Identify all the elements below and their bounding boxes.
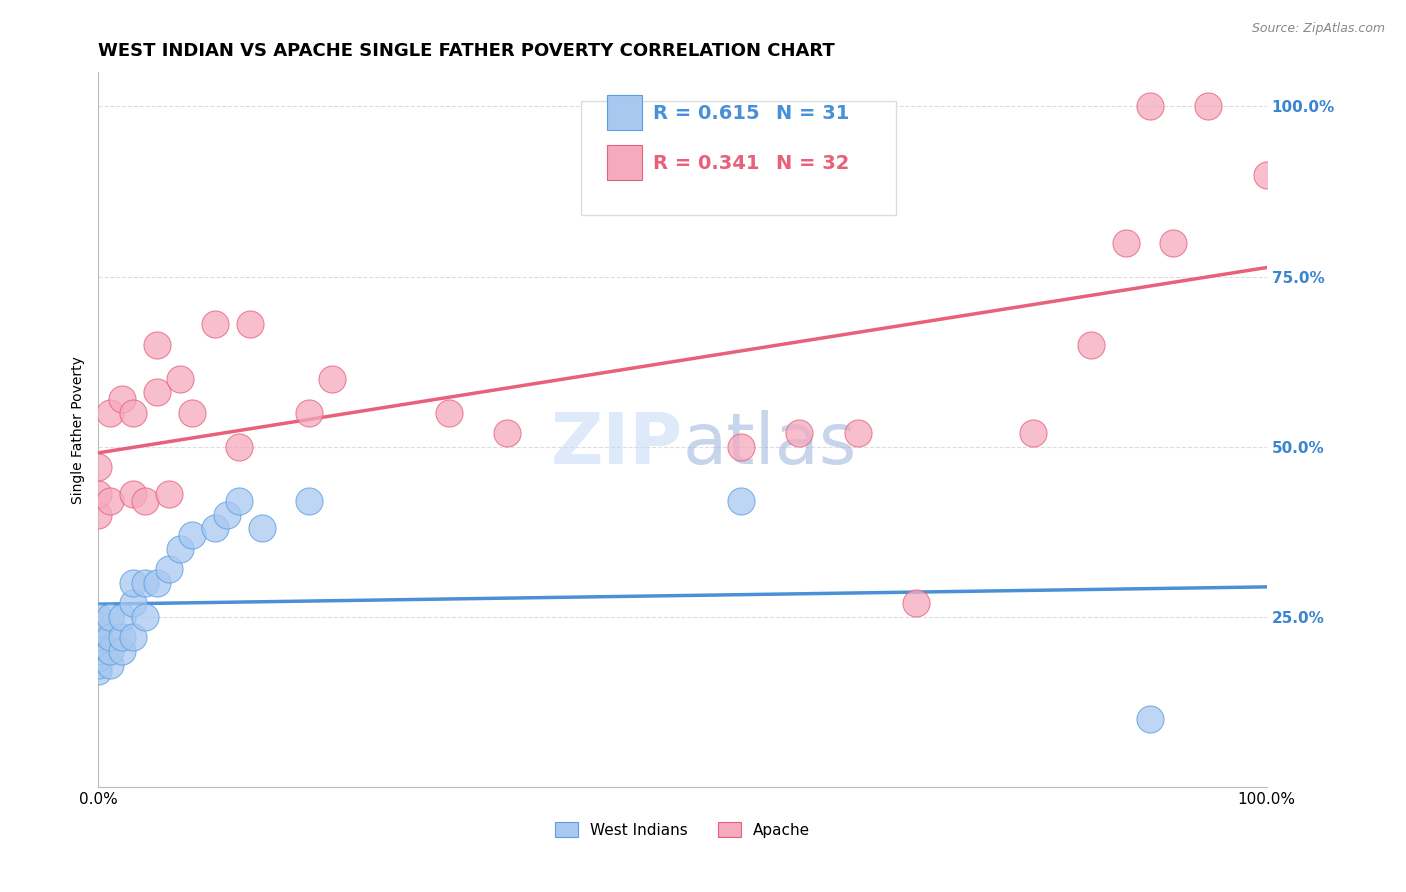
- Point: [146, 337, 169, 351]
- Point: [98, 406, 121, 420]
- Point: [87, 610, 110, 624]
- Text: Source: ZipAtlas.com: Source: ZipAtlas.com: [1251, 22, 1385, 36]
- Point: [250, 521, 273, 535]
- Point: [87, 624, 110, 638]
- Point: [204, 318, 226, 332]
- Point: [157, 562, 180, 576]
- Text: N = 32: N = 32: [776, 154, 849, 173]
- Point: [846, 426, 869, 441]
- Point: [87, 487, 110, 501]
- Point: [87, 616, 110, 631]
- Point: [87, 508, 110, 522]
- Legend: West Indians, Apache: West Indians, Apache: [548, 815, 817, 844]
- Point: [98, 631, 121, 645]
- Point: [87, 657, 110, 672]
- Point: [157, 487, 180, 501]
- FancyBboxPatch shape: [581, 101, 896, 215]
- Point: [122, 576, 145, 591]
- Point: [122, 487, 145, 501]
- Point: [239, 318, 262, 332]
- Point: [1139, 712, 1161, 726]
- Point: [1161, 235, 1184, 250]
- Point: [134, 610, 156, 624]
- Point: [215, 508, 238, 522]
- Point: [111, 644, 134, 658]
- Point: [298, 406, 321, 420]
- Point: [134, 494, 156, 508]
- Point: [1080, 337, 1102, 351]
- Point: [1139, 99, 1161, 113]
- Text: atlas: atlas: [682, 409, 856, 479]
- Point: [298, 494, 321, 508]
- Point: [98, 644, 121, 658]
- Point: [98, 494, 121, 508]
- Point: [169, 541, 191, 556]
- Point: [111, 631, 134, 645]
- Point: [905, 596, 928, 610]
- Point: [180, 528, 202, 542]
- Point: [87, 665, 110, 679]
- Text: ZIP: ZIP: [550, 409, 682, 479]
- Text: R = 0.341: R = 0.341: [654, 154, 759, 173]
- FancyBboxPatch shape: [606, 95, 641, 129]
- Point: [1256, 168, 1278, 182]
- Point: [87, 650, 110, 665]
- Point: [122, 631, 145, 645]
- Point: [98, 610, 121, 624]
- Point: [1115, 235, 1137, 250]
- Point: [146, 576, 169, 591]
- Point: [228, 440, 250, 454]
- Text: N = 31: N = 31: [776, 104, 849, 123]
- Point: [1197, 99, 1219, 113]
- Point: [730, 494, 752, 508]
- Point: [122, 406, 145, 420]
- Point: [730, 440, 752, 454]
- Point: [321, 372, 343, 386]
- Point: [87, 631, 110, 645]
- Point: [437, 406, 460, 420]
- Point: [122, 596, 145, 610]
- Point: [1022, 426, 1045, 441]
- Point: [134, 576, 156, 591]
- Point: [789, 426, 811, 441]
- Text: R = 0.615: R = 0.615: [654, 104, 761, 123]
- Point: [496, 426, 519, 441]
- Point: [111, 392, 134, 406]
- Point: [87, 644, 110, 658]
- Point: [228, 494, 250, 508]
- Point: [169, 372, 191, 386]
- Point: [87, 460, 110, 475]
- Text: WEST INDIAN VS APACHE SINGLE FATHER POVERTY CORRELATION CHART: WEST INDIAN VS APACHE SINGLE FATHER POVE…: [98, 42, 835, 60]
- Point: [146, 385, 169, 400]
- FancyBboxPatch shape: [606, 145, 641, 179]
- Point: [111, 610, 134, 624]
- Point: [204, 521, 226, 535]
- Point: [98, 657, 121, 672]
- Y-axis label: Single Father Poverty: Single Father Poverty: [72, 356, 86, 504]
- Point: [180, 406, 202, 420]
